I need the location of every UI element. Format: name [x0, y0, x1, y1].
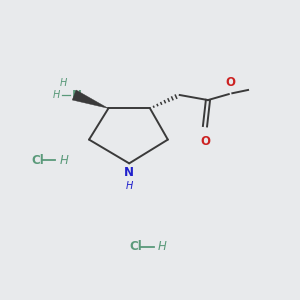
Text: H: H [59, 154, 68, 167]
Text: H: H [60, 78, 68, 88]
Text: H: H [53, 90, 60, 100]
Text: H: H [158, 240, 166, 253]
Text: N: N [72, 88, 82, 101]
Polygon shape [72, 90, 108, 108]
Text: Cl: Cl [129, 240, 142, 253]
Text: O: O [225, 76, 235, 89]
Text: H: H [125, 181, 133, 190]
Text: O: O [200, 135, 210, 148]
Text: N: N [124, 166, 134, 179]
Text: Cl: Cl [31, 154, 44, 167]
